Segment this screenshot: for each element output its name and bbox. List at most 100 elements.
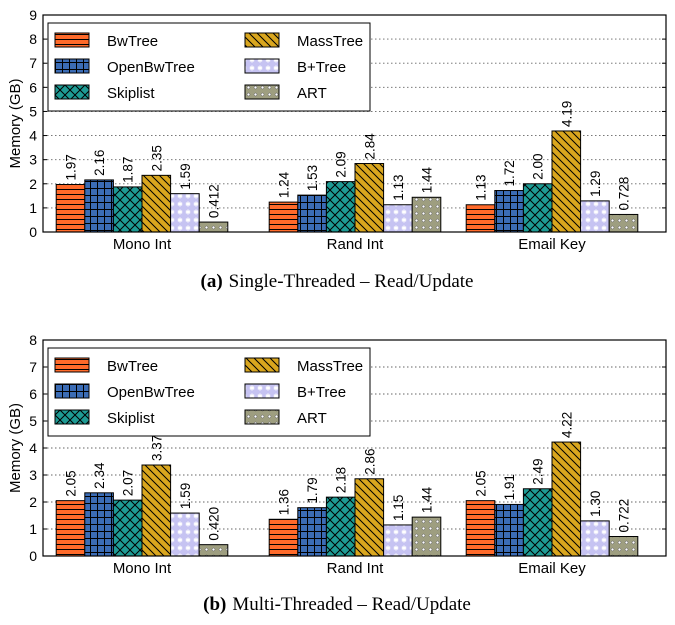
data-label: 1.97 (64, 154, 79, 180)
legend-label: B+Tree (297, 384, 346, 401)
legend-label: MassTree (297, 33, 363, 50)
data-label: 0.722 (617, 499, 632, 533)
legend-swatch (244, 409, 280, 425)
data-label: 1.24 (277, 171, 292, 198)
data-label: 1.53 (305, 165, 320, 191)
legend-label: OpenBwTree (107, 59, 195, 76)
legend-box (47, 22, 371, 112)
data-label: 1.59 (178, 163, 193, 189)
plot-frame (42, 339, 667, 557)
bar-openbwtree-rand-int (297, 507, 327, 557)
bar-masstree-mono-int (141, 464, 172, 557)
legend-swatch (244, 357, 280, 373)
data-label: 1.29 (588, 171, 603, 197)
data-label: 2.09 (334, 151, 349, 177)
bar-masstree-rand-int (354, 163, 385, 233)
bar-openbwtree-mono-int (84, 179, 114, 233)
data-label: 2.84 (362, 133, 377, 160)
legend-swatch (54, 409, 90, 425)
legend-label: MassTree (297, 358, 363, 375)
x-category-label: Rand Int (327, 560, 385, 577)
legend-swatch (244, 383, 280, 399)
y-tick-label: 5 (29, 103, 37, 119)
legend: BwTree MassTree OpenBwTree B+Tree Skiplist AR… (47, 347, 371, 437)
legend-label: BwTree (107, 358, 158, 375)
bar-b-tree-email-key (580, 200, 610, 233)
bar-art-rand-int (411, 196, 442, 233)
data-label: 2.35 (149, 145, 164, 171)
y-tick-label: 3 (29, 152, 37, 168)
bar-b-tree-email-key (580, 520, 610, 557)
y-tick-label: 1 (29, 521, 37, 537)
bar-skiplist-mono-int (112, 186, 143, 233)
bar-b-tree-rand-int (383, 204, 413, 233)
data-label: 0.420 (207, 507, 222, 541)
bar-bwtree-email-key (465, 204, 496, 233)
y-tick-label: 4 (29, 128, 37, 144)
caption-text: Multi-Threaded – Read/Update (232, 594, 470, 615)
y-axis-label: Memory (GB) (7, 78, 24, 168)
bar-art-mono-int (198, 221, 229, 233)
legend-swatch (54, 84, 90, 100)
bar-art-email-key (608, 213, 639, 233)
bar-bwtree-rand-int (268, 518, 299, 557)
caption-label: (a) (201, 271, 223, 292)
data-label: 1.59 (178, 483, 193, 509)
bar-skiplist-email-key (522, 488, 553, 557)
bar-masstree-rand-int (354, 478, 385, 557)
y-tick-label: 1 (29, 200, 37, 216)
data-label: 2.05 (474, 470, 489, 496)
data-label: 0.412 (207, 184, 222, 218)
caption-text: Single-Threaded – Read/Update (229, 271, 474, 292)
bar-skiplist-email-key (522, 183, 553, 233)
bar-openbwtree-mono-int (84, 492, 114, 557)
y-tick-label: 0 (29, 548, 37, 564)
bar-skiplist-rand-int (325, 496, 356, 557)
y-tick-label: 5 (29, 413, 37, 429)
data-label: 2.16 (92, 150, 107, 176)
y-tick-label: 2 (29, 494, 37, 510)
data-label: 2.00 (531, 153, 546, 179)
data-label: 1.36 (277, 489, 292, 515)
bar-bwtree-rand-int (268, 201, 299, 233)
y-tick-label: 3 (29, 467, 37, 483)
data-label: 4.19 (559, 101, 574, 127)
y-tick-label: 9 (29, 7, 37, 23)
bar-bwtree-mono-int (55, 184, 86, 233)
caption-label: (b) (203, 594, 226, 615)
legend-label: ART (297, 410, 327, 427)
y-tick-label: 4 (29, 440, 37, 456)
bar-b-tree-mono-int (170, 193, 200, 233)
bar-openbwtree-email-key (494, 190, 524, 233)
y-tick-label: 8 (29, 332, 37, 348)
bar-masstree-mono-int (141, 174, 172, 233)
x-category-label: Email Key (518, 236, 586, 253)
data-label: 2.07 (121, 470, 136, 496)
data-label: 2.34 (92, 462, 107, 489)
bar-openbwtree-rand-int (297, 194, 327, 233)
y-tick-label: 6 (29, 79, 37, 95)
legend-label: B+Tree (297, 59, 346, 76)
legend-swatch (54, 58, 90, 74)
data-label: 4.22 (559, 412, 574, 438)
legend-swatch (244, 32, 280, 48)
y-tick-label: 8 (29, 31, 37, 47)
bar-bwtree-mono-int (55, 500, 86, 557)
x-category-label: Rand Int (327, 236, 385, 253)
chart-panel-a: 0 1 2 3 4 5 6 7 8 9 Memory (GB) 1.97 2.16 1.87 2.35 1.5… (7, 7, 667, 292)
y-tick-label: 2 (29, 176, 37, 192)
y-tick-label: 6 (29, 386, 37, 402)
legend-swatch (54, 383, 90, 399)
legend-box (47, 347, 371, 437)
data-label: 2.86 (362, 448, 377, 474)
data-label: 0.728 (617, 177, 632, 211)
figure-caption: (b) Multi-Threaded – Read/Update (203, 594, 471, 615)
legend-label: OpenBwTree (107, 384, 195, 401)
legend-label: Skiplist (107, 85, 155, 102)
legend: BwTree MassTree OpenBwTree B+Tree Skiplist AR… (47, 22, 371, 112)
y-axis-label: Memory (GB) (7, 403, 24, 493)
bar-masstree-email-key (551, 130, 582, 233)
legend-swatch (244, 84, 280, 100)
data-label: 1.13 (391, 174, 406, 200)
